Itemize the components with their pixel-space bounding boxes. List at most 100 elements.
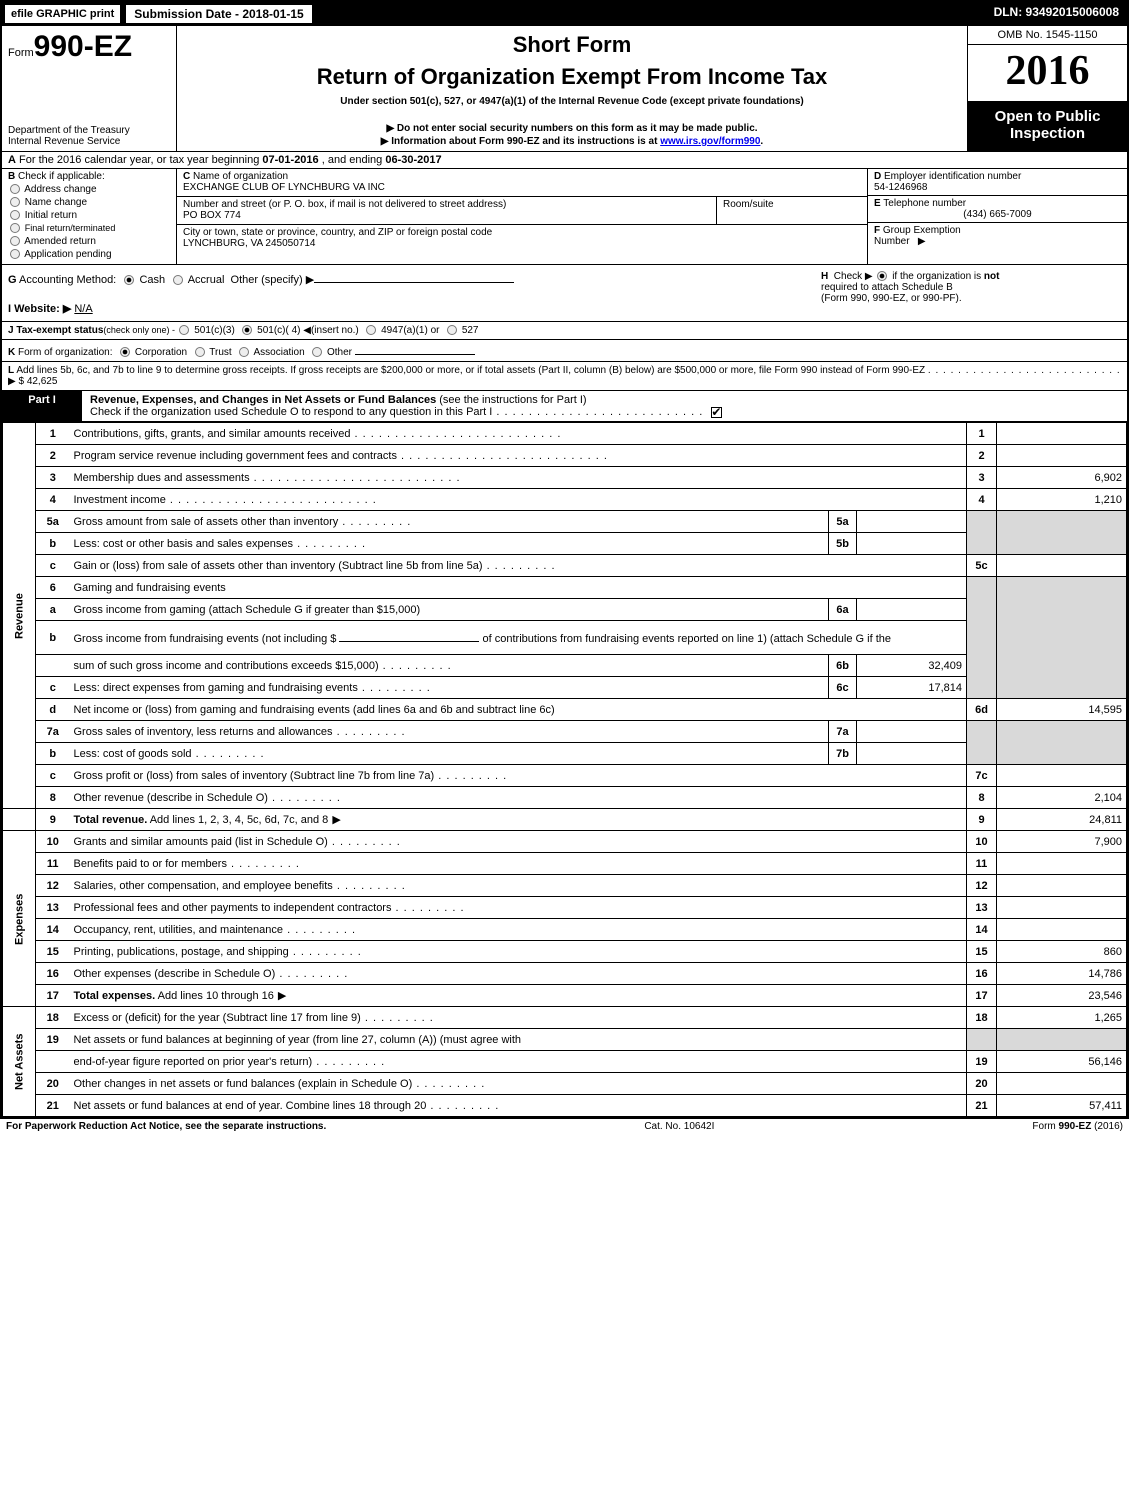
part-i-title: Revenue, Expenses, and Changes in Net As… bbox=[82, 391, 1127, 421]
dots-icon bbox=[358, 682, 431, 694]
table-row: b Less: cost or other basis and sales ex… bbox=[3, 533, 1127, 555]
table-row: Net Assets 18 Excess or (deficit) for th… bbox=[3, 1007, 1127, 1029]
k-corporation-radio[interactable] bbox=[120, 347, 130, 357]
k-association-radio[interactable] bbox=[239, 347, 249, 357]
initial-return-checkbox[interactable] bbox=[10, 210, 20, 220]
line-box: 14 bbox=[967, 919, 997, 941]
line-a-letter: A bbox=[8, 154, 16, 166]
line-num bbox=[36, 1051, 70, 1073]
k-other-radio[interactable] bbox=[312, 347, 322, 357]
line-num: 14 bbox=[36, 919, 70, 941]
section-bcdef: B Check if applicable: Address change Na… bbox=[2, 169, 1127, 265]
line-desc: Gain or (loss) from sale of assets other… bbox=[74, 560, 483, 572]
final-return-checkbox[interactable] bbox=[10, 223, 20, 233]
schedule-o-checkbox[interactable] bbox=[711, 407, 722, 418]
dots-icon bbox=[328, 836, 401, 848]
table-row: Revenue 1 Contributions, gifts, grants, … bbox=[3, 423, 1127, 445]
line-desc: Program service revenue including govern… bbox=[74, 450, 397, 462]
table-row: 2 Program service revenue including gove… bbox=[3, 445, 1127, 467]
info-prefix: ▶ Information about Form 990-EZ and its … bbox=[381, 136, 660, 147]
accrual-radio[interactable] bbox=[173, 275, 183, 285]
submission-date-box: Submission Date - 2018-01-15 bbox=[125, 4, 312, 24]
k-text: Form of organization: bbox=[18, 347, 113, 358]
line-desc: Net assets or fund balances at end of ye… bbox=[74, 1100, 427, 1112]
table-row: sum of such gross income and contributio… bbox=[3, 655, 1127, 677]
table-row: 20 Other changes in net assets or fund b… bbox=[3, 1073, 1127, 1095]
form-prefix: Form bbox=[8, 47, 34, 59]
k-trust-radio[interactable] bbox=[195, 347, 205, 357]
chk-amended-return: Amended return bbox=[24, 236, 96, 247]
schedule-b-checkbox[interactable] bbox=[877, 271, 887, 281]
j-text: Tax-exempt status bbox=[16, 325, 103, 336]
line-num: 6 bbox=[36, 577, 70, 599]
line-num: 8 bbox=[36, 787, 70, 809]
sub-box-label: 6c bbox=[829, 677, 857, 699]
j-501c-radio[interactable] bbox=[242, 325, 252, 335]
line-num: 5a bbox=[36, 511, 70, 533]
amended-return-checkbox[interactable] bbox=[10, 236, 20, 246]
line-amount: 23,546 bbox=[997, 985, 1127, 1007]
table-row: Expenses 10 Grants and similar amounts p… bbox=[3, 831, 1127, 853]
j-527-radio[interactable] bbox=[447, 325, 457, 335]
table-row: c Gross profit or (loss) from sales of i… bbox=[3, 765, 1127, 787]
line-desc: sum of such gross income and contributio… bbox=[74, 660, 379, 672]
table-row: b Gross income from fundraising events (… bbox=[3, 621, 1127, 655]
address-change-checkbox[interactable] bbox=[10, 184, 20, 194]
k-other-input[interactable] bbox=[355, 343, 475, 355]
other-label: Other (specify) ▶ bbox=[231, 274, 315, 286]
line-amount: 1,265 bbox=[997, 1007, 1127, 1029]
line-box: 21 bbox=[967, 1095, 997, 1117]
city-box: City or town, state or province, country… bbox=[177, 225, 867, 253]
cash-label: Cash bbox=[139, 274, 165, 286]
j-opt4: 527 bbox=[462, 325, 479, 336]
line-amount: 860 bbox=[997, 941, 1127, 963]
table-row: c Gain or (loss) from sale of assets oth… bbox=[3, 555, 1127, 577]
line-desc-bold: Total revenue. bbox=[74, 814, 148, 826]
l-letter: L bbox=[8, 365, 14, 376]
other-specify-input[interactable] bbox=[314, 271, 514, 283]
h-letter: H bbox=[821, 271, 828, 282]
table-row: 16 Other expenses (describe in Schedule … bbox=[3, 963, 1127, 985]
application-pending-checkbox[interactable] bbox=[10, 249, 20, 259]
line-box: 10 bbox=[967, 831, 997, 853]
h-not: not bbox=[984, 271, 1000, 282]
sub-box-value bbox=[857, 599, 967, 621]
part-i-dots bbox=[492, 406, 703, 418]
line-desc-pre: Gross income from fundraising events (no… bbox=[74, 633, 340, 645]
dots-icon bbox=[250, 472, 461, 484]
tel-value: (434) 665-7009 bbox=[874, 209, 1121, 220]
dots-icon bbox=[412, 1078, 485, 1090]
j-4947-radio[interactable] bbox=[366, 325, 376, 335]
efile-print-button[interactable]: efile GRAPHIC print bbox=[4, 4, 121, 24]
fundraising-amount-input[interactable] bbox=[339, 630, 479, 642]
ein-label: Employer identification number bbox=[884, 171, 1021, 182]
table-row: 21 Net assets or fund balances at end of… bbox=[3, 1095, 1127, 1117]
line-num: c bbox=[36, 765, 70, 787]
sub-box-label: 6b bbox=[829, 655, 857, 677]
line-amount: 6,902 bbox=[997, 467, 1127, 489]
line-desc: Gross sales of inventory, less returns a… bbox=[74, 726, 333, 738]
table-row: end-of-year figure reported on prior yea… bbox=[3, 1051, 1127, 1073]
name-change-checkbox[interactable] bbox=[10, 197, 20, 207]
line-box: 2 bbox=[967, 445, 997, 467]
dots-icon bbox=[391, 902, 464, 914]
line-a-text2: , and ending bbox=[322, 154, 386, 166]
line-box: 15 bbox=[967, 941, 997, 963]
col-b-letter: B bbox=[8, 171, 15, 182]
chk-final-return: Final return/terminated bbox=[25, 223, 116, 233]
line-num: 11 bbox=[36, 853, 70, 875]
sub-box-value bbox=[857, 721, 967, 743]
line-num bbox=[36, 655, 70, 677]
cash-radio[interactable] bbox=[124, 275, 134, 285]
j-small: (check only one) - bbox=[103, 325, 177, 335]
netassets-side-label: Net Assets bbox=[3, 1007, 36, 1117]
irs-link[interactable]: www.irs.gov/form990 bbox=[660, 136, 760, 147]
table-row: 3 Membership dues and assessments 3 6,90… bbox=[3, 467, 1127, 489]
j-501c3-radio[interactable] bbox=[179, 325, 189, 335]
chk-initial-return: Initial return bbox=[25, 210, 77, 221]
line-desc: Less: cost or other basis and sales expe… bbox=[74, 538, 294, 550]
sub-box-value: 17,814 bbox=[857, 677, 967, 699]
dln-label: DLN: 93492015006008 bbox=[986, 2, 1127, 26]
dots-arrow-icon bbox=[328, 814, 342, 826]
line-num: 7a bbox=[36, 721, 70, 743]
